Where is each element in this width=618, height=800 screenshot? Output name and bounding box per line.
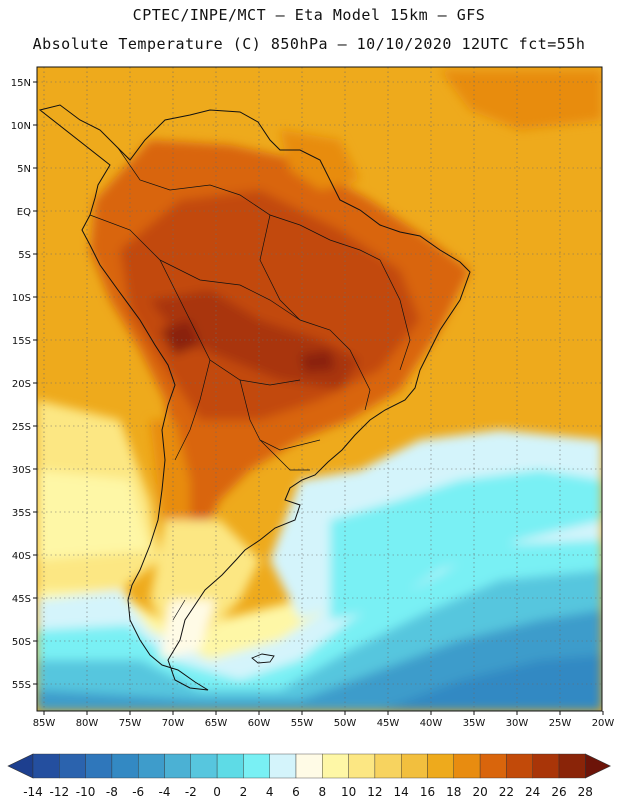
lon-label: 70W	[162, 718, 185, 729]
lat-label: 5S	[18, 250, 31, 261]
colorbar-label: 24	[525, 785, 540, 799]
colorbar-label: 0	[213, 785, 221, 799]
lat-label: 35S	[12, 508, 31, 519]
lon-label: 85W	[33, 718, 56, 729]
colorbar-swatch	[427, 753, 454, 779]
lon-label: 60W	[248, 718, 271, 729]
lon-label: 30W	[506, 718, 529, 729]
colorbar-label: 14	[394, 785, 409, 799]
latitude-axis: 15N 10N 5N EQ 5S 10S 15S 20S 25S 30S 35S 40S 45S 50S 5…	[11, 78, 37, 691]
colorbar-swatch	[216, 753, 244, 779]
colorbar-swatch	[111, 753, 139, 779]
colorbar-swatch	[243, 753, 270, 779]
colorbar-label: 20	[472, 785, 487, 799]
lat-label: 30S	[12, 465, 31, 476]
lon-label: 40W	[420, 718, 443, 729]
colorbar-label: 4	[266, 785, 274, 799]
colorbar-swatch	[295, 753, 323, 779]
lat-label: 55S	[12, 680, 31, 691]
colorbar-label: 12	[367, 785, 382, 799]
colorbar-label: -14	[23, 785, 43, 799]
lon-label: 55W	[291, 718, 314, 729]
colorbar-swatch	[59, 753, 86, 779]
lon-label: 35W	[463, 718, 486, 729]
temperature-field	[37, 67, 602, 711]
colorbar-swatch	[85, 753, 113, 779]
colorbar-label: -2	[185, 785, 197, 799]
colorbar-label: 2	[240, 785, 248, 799]
lat-label: 40S	[12, 551, 31, 562]
lon-label: 20W	[592, 718, 615, 729]
lon-label: 50W	[334, 718, 357, 729]
colorbar-swatch	[479, 753, 507, 779]
colorbar-label: 16	[420, 785, 435, 799]
colorbar-swatch	[137, 753, 165, 779]
lat-label: 20S	[12, 379, 31, 390]
lon-label: 45W	[377, 718, 400, 729]
lon-label: 80W	[76, 718, 99, 729]
colorbar-label: -4	[159, 785, 171, 799]
colorbar-label: 26	[551, 785, 566, 799]
colorbar-swatch	[348, 753, 376, 779]
colorbar-label: 22	[499, 785, 514, 799]
colorbar-swatch	[190, 753, 218, 779]
colorbar-swatch	[164, 753, 191, 779]
lon-label: 65W	[205, 718, 228, 729]
colorbar-swatch	[506, 753, 533, 779]
colorbar-swatch	[32, 753, 60, 779]
colorbar-swatch	[269, 753, 297, 779]
colorbar-swatch	[558, 753, 586, 779]
colorbar: -14 -12 -10 -8 -6 -4 -2 0 2 4 6 8 10 12 14 16 18 20 22 24 26…	[7, 753, 611, 799]
lat-label: EQ	[17, 207, 31, 218]
falklands-outline	[251, 653, 275, 664]
lon-label: 25W	[549, 718, 572, 729]
colorbar-swatch	[401, 753, 428, 779]
colorbar-swatch	[453, 753, 481, 779]
lat-label: 5N	[17, 164, 31, 175]
colorbar-swatch	[322, 753, 349, 779]
colorbar-swatch	[532, 753, 560, 779]
map-title-line2: Absolute Temperature (C) 850hPa — 10/10/…	[32, 35, 586, 53]
lat-label: 10N	[11, 121, 31, 132]
colorbar-label: 18	[446, 785, 461, 799]
lat-label: 25S	[12, 422, 31, 433]
colorbar-label: -6	[132, 785, 144, 799]
colorbar-label: 8	[318, 785, 326, 799]
colorbar-swatch	[374, 753, 402, 779]
lon-label: 75W	[119, 718, 142, 729]
country-borders	[89, 147, 411, 621]
colorbar-label: 28	[578, 785, 593, 799]
map-frame	[36, 66, 603, 712]
lat-label: 15S	[12, 336, 31, 347]
south-america-coastline	[38, 104, 471, 691]
colorbar-label: -8	[106, 785, 118, 799]
colorbar-label: -12	[49, 785, 69, 799]
colorbar-over-arrow	[584, 753, 611, 779]
lat-label: 10S	[12, 293, 31, 304]
colorbar-under-arrow	[7, 753, 34, 779]
lat-label: 45S	[12, 594, 31, 605]
colorbar-label: 6	[292, 785, 300, 799]
colorbar-label: 10	[341, 785, 356, 799]
colorbar-label: -10	[76, 785, 96, 799]
lat-label: 50S	[12, 637, 31, 648]
lat-label: 15N	[11, 78, 31, 89]
map-title-line1: CPTEC/INPE/MCT — Eta Model 15km — GFS	[132, 6, 486, 24]
longitude-axis: 85W 80W 75W 70W 65W 60W 55W 50W 45W 40W 35W 30W 25W 2…	[33, 711, 615, 729]
graticule	[37, 67, 602, 711]
